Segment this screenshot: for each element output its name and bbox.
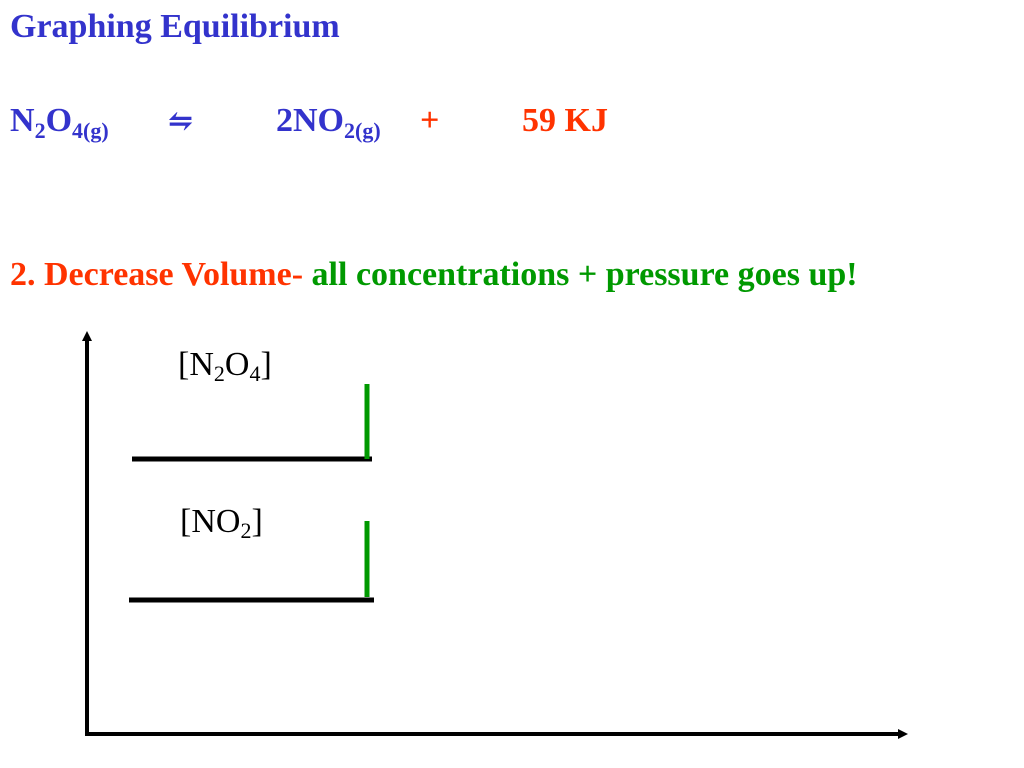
change-label: 2. Decrease Volume- — [10, 256, 304, 293]
equilibrium-arrow-icon: ⇋ — [168, 105, 194, 138]
equilibrium-equation: N2O4(g) ⇋ 2NO2(g) + 59 KJ — [10, 102, 1010, 150]
no2-concentration-label: [NO2] — [180, 503, 263, 543]
plus-sign: + — [420, 102, 440, 139]
reactant-n2o4: N2O4(g) — [10, 102, 109, 143]
slide-title: Graphing Equilibrium — [10, 8, 340, 45]
energy-value: 59 KJ — [522, 102, 608, 139]
change-effect: all concentrations + pressure goes up! — [311, 256, 858, 293]
volume-change-statement: 2. Decrease Volume- all concentrations +… — [10, 256, 858, 294]
product-no2: 2NO2(g) — [276, 102, 381, 143]
n2o4-concentration-label: [N2O4] — [178, 346, 272, 386]
